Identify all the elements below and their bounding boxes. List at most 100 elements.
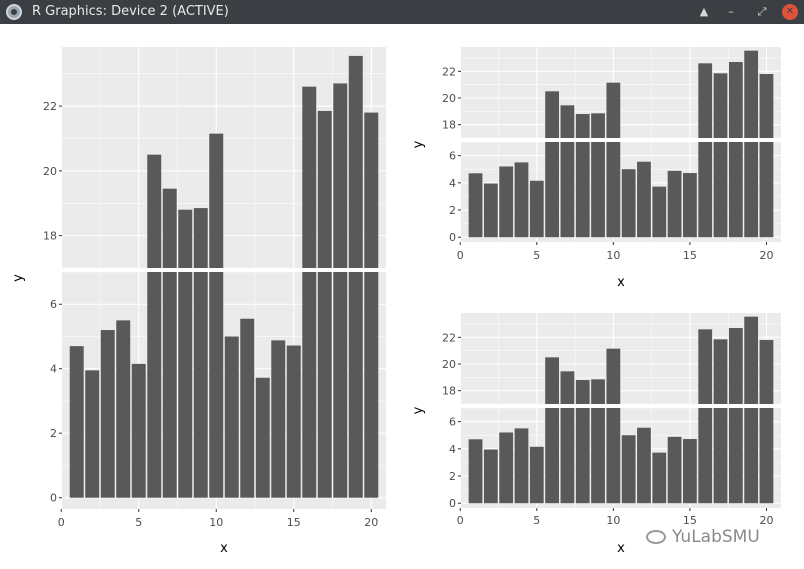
- y-axis-title: y: [411, 406, 426, 414]
- bar: [652, 186, 667, 238]
- bar: [713, 339, 728, 404]
- bar: [667, 170, 682, 238]
- y-tick-label: 22: [442, 331, 456, 344]
- chart-2: 18 20 22 0 2 4 6 0 5 10 15 20 x y: [411, 47, 781, 290]
- bar: [85, 370, 100, 498]
- y-axis-title: y: [411, 140, 426, 148]
- y-tick-label: 22: [442, 65, 456, 78]
- panel-upper-bg: [461, 313, 781, 404]
- bar: [591, 408, 605, 504]
- bar: [713, 73, 728, 138]
- x-tick-label: 20: [759, 249, 773, 262]
- bars-upper: [147, 55, 379, 268]
- bar: [499, 166, 514, 238]
- x-tick-label: 10: [606, 249, 620, 262]
- panel-upper-bg: [461, 47, 781, 138]
- bar: [621, 435, 636, 504]
- bar: [759, 340, 774, 404]
- y-tick-label: 0: [449, 231, 456, 244]
- bar: [317, 272, 332, 498]
- bar: [468, 173, 483, 238]
- bar: [131, 363, 146, 498]
- bar: [545, 408, 559, 504]
- bar: [545, 142, 559, 238]
- x-axis-title: x: [617, 275, 625, 290]
- bar: [499, 432, 514, 504]
- bars-lower: [468, 408, 774, 504]
- bar: [698, 63, 713, 138]
- bar: [545, 91, 559, 138]
- x-axis-title: x: [220, 541, 228, 556]
- bar: [621, 169, 636, 238]
- bar: [728, 142, 743, 238]
- bar: [683, 439, 697, 504]
- bar: [240, 318, 255, 498]
- x-axis-title: x: [617, 541, 625, 556]
- x-tick-label: 10: [606, 514, 620, 527]
- bar: [591, 379, 605, 404]
- y-tick-label: 4: [449, 177, 456, 190]
- y-tick-label: 20: [43, 165, 57, 178]
- panel-lower-bg: [62, 272, 386, 509]
- panel-lower-bg: [461, 142, 781, 242]
- bar: [591, 113, 605, 138]
- bar: [759, 74, 774, 138]
- minimize-icon[interactable]: –: [728, 5, 734, 18]
- chart-1: 18 20 22 0 2 4 6 0 5 10 15 20 x y: [11, 47, 386, 556]
- bar: [468, 439, 483, 504]
- bar: [637, 161, 651, 238]
- bar: [545, 357, 559, 404]
- window-title: R Graphics: Device 2 (ACTIVE): [32, 4, 229, 19]
- bars-lower: [468, 142, 774, 238]
- y-tick-label: 0: [50, 492, 57, 505]
- watermark: YuLabSMU: [646, 527, 760, 549]
- bar: [147, 272, 162, 498]
- bar: [652, 452, 667, 504]
- restore-icon[interactable]: ⤢: [757, 5, 767, 18]
- chart-3: 18 20 22 0 2 4 6 0 5 10 15 20 x y: [411, 313, 781, 556]
- bar: [364, 272, 379, 498]
- bar: [637, 427, 651, 504]
- window-titlebar[interactable]: R Graphics: Device 2 (ACTIVE) ▲ – ⤢ ✕: [0, 0, 804, 24]
- bar: [348, 55, 363, 268]
- bar: [529, 446, 544, 504]
- bar: [575, 408, 590, 504]
- bar: [744, 142, 759, 238]
- bar: [744, 50, 759, 138]
- bar: [209, 272, 224, 498]
- bar: [560, 408, 575, 504]
- eject-icon[interactable]: ▲: [699, 5, 709, 18]
- bar: [147, 154, 162, 268]
- x-tick-label: 15: [287, 516, 301, 529]
- y-tick-label: 2: [50, 427, 57, 440]
- bar: [116, 320, 131, 498]
- y-tick-label: 2: [449, 204, 456, 217]
- close-icon[interactable]: ✕: [782, 4, 798, 20]
- bar: [100, 330, 115, 498]
- bar: [744, 316, 759, 404]
- bar: [575, 380, 590, 404]
- bar: [255, 377, 270, 498]
- bar: [744, 408, 759, 504]
- bar: [193, 208, 208, 268]
- bar: [302, 86, 317, 268]
- bar: [591, 142, 605, 238]
- bar: [302, 272, 317, 498]
- bars-lower: [69, 272, 379, 498]
- y-tick-label: 6: [50, 298, 57, 311]
- bar: [683, 173, 697, 238]
- x-tick-label: 10: [209, 516, 223, 529]
- bar: [514, 162, 529, 238]
- y-tick-label: 18: [442, 385, 456, 398]
- x-tick-label: 0: [58, 516, 65, 529]
- bar: [178, 272, 193, 498]
- bar: [728, 408, 743, 504]
- r-app-icon: [6, 4, 22, 20]
- bar: [193, 272, 208, 498]
- bar: [162, 272, 177, 498]
- y-tick-label: 20: [442, 92, 456, 105]
- y-tick-label: 6: [449, 416, 456, 429]
- bar: [529, 180, 544, 238]
- panel-upper-bg: [62, 47, 386, 268]
